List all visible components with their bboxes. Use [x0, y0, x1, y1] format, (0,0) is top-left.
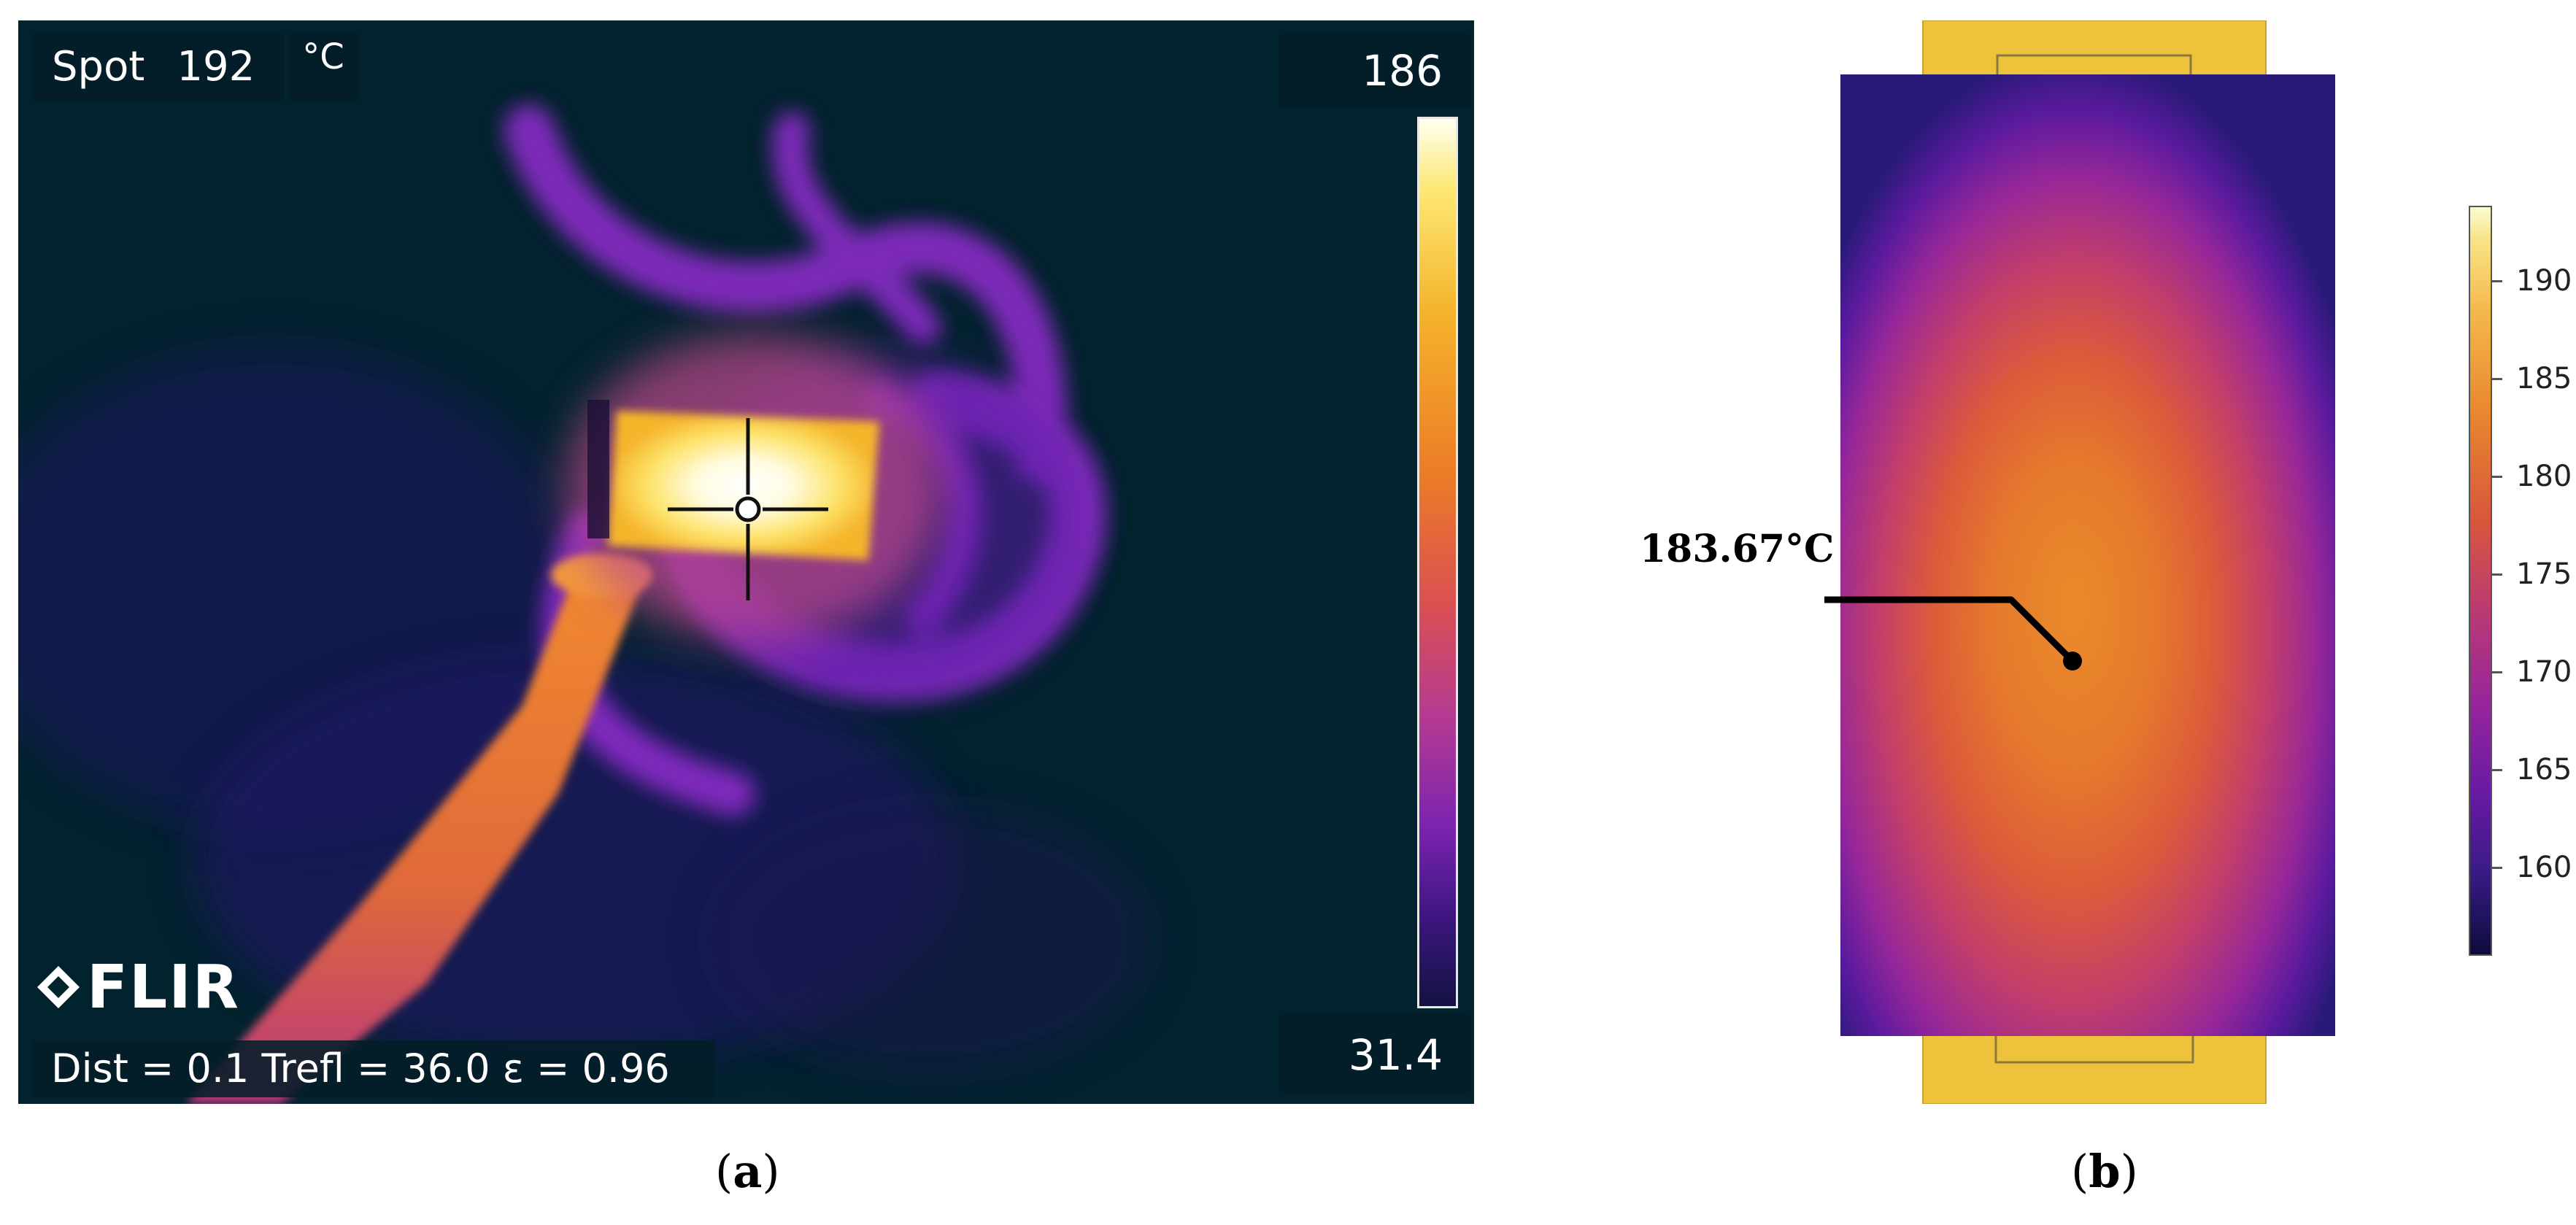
colorbar-tick-label: 180 — [2516, 460, 2572, 493]
camera-params: Dist = 0.1 Trefl = 36.0 ε = 0.96 — [33, 1040, 715, 1097]
flir-diamond-icon — [37, 966, 80, 1008]
crosshair-icon — [668, 418, 828, 600]
colorbar-tick — [2492, 280, 2502, 282]
colorbar-tick — [2492, 769, 2502, 771]
colorbar-tick — [2492, 476, 2502, 478]
spot-label: Spot — [52, 43, 145, 90]
spot-readout: Spot 192 — [33, 34, 285, 101]
camera-color-scale — [1417, 117, 1458, 1008]
colorbar-tick — [2492, 378, 2502, 380]
thermal-camera-image: Spot 192 °C 186 31.4 FLIR Dist = 0.1 Tre… — [18, 20, 1474, 1104]
spot-value: 192 — [177, 43, 255, 90]
probe-point — [2063, 652, 2082, 671]
heated-plate — [1840, 74, 2335, 1036]
probe-leader-line — [1824, 596, 2075, 664]
scale-max-box: 186 — [1279, 34, 1470, 108]
flir-brand-text: FLIR — [87, 952, 240, 1022]
simulation-plot — [1824, 20, 2335, 1104]
unit-badge: °C — [288, 34, 358, 101]
thermal-scene — [18, 20, 1474, 1104]
probe-temperature-label: 183.67°C — [1640, 527, 1835, 571]
simulation-colorbar — [2469, 206, 2492, 956]
caption-b: (b) — [2071, 1145, 2138, 1198]
colorbar-tick — [2492, 867, 2502, 869]
bottom-electrode — [1922, 1027, 2267, 1104]
colorbar-tick — [2492, 671, 2502, 673]
simulation-image — [1824, 20, 2335, 1104]
camera-params-text: Dist = 0.1 Trefl = 36.0 ε = 0.96 — [51, 1046, 670, 1091]
colorbar-tick-label: 165 — [2516, 753, 2572, 787]
colorbar-tick-label: 185 — [2516, 362, 2572, 395]
colorbar-tick — [2492, 573, 2502, 576]
scale-min-box: 31.4 — [1279, 1014, 1470, 1096]
colorbar-tick-label: 160 — [2516, 851, 2572, 884]
colorbar-tick-label: 190 — [2516, 264, 2572, 298]
unit-label: °C — [302, 36, 344, 77]
scale-max-value: 186 — [1362, 46, 1443, 96]
colorbar-tick-label: 175 — [2516, 557, 2572, 591]
colorbar-tick-label: 170 — [2516, 655, 2572, 689]
scale-min-value: 31.4 — [1348, 1030, 1443, 1080]
caption-a: (a) — [715, 1145, 780, 1198]
flir-logo: FLIR — [36, 952, 240, 1022]
